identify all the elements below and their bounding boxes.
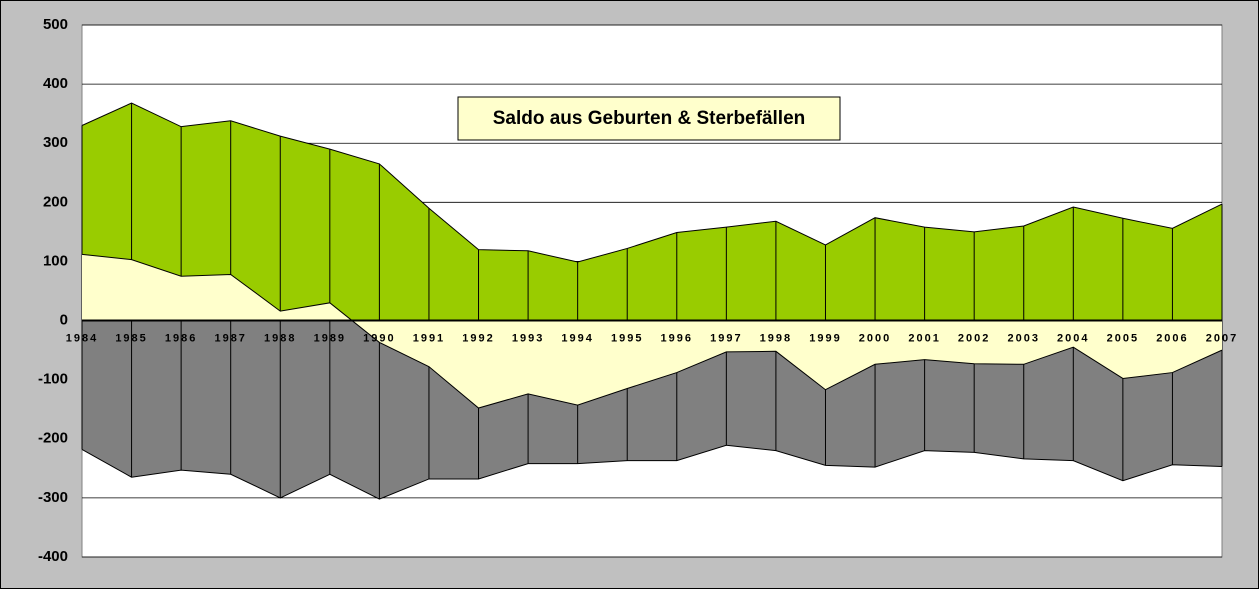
area-outline — [81, 444, 1223, 500]
x-tick-label: 1998 — [760, 332, 792, 344]
x-tick-label: 1993 — [512, 332, 544, 344]
x-tick-label: 2003 — [1007, 332, 1039, 344]
chart-title: Saldo aus Geburten & Sterbefällen — [493, 108, 806, 129]
x-tick-label: 1992 — [462, 332, 494, 344]
x-tick-label: 2004 — [1057, 332, 1089, 344]
y-tick-label: 300 — [43, 134, 68, 151]
x-tick-label: 1999 — [809, 332, 841, 344]
x-tick-label: 1997 — [710, 332, 742, 344]
x-tick-label: 2005 — [1107, 332, 1139, 344]
x-tick-label: 1989 — [314, 332, 346, 344]
x-tick-label: 2002 — [958, 332, 990, 344]
y-tick-label: 500 — [43, 16, 68, 33]
y-tick-label: -300 — [38, 489, 68, 506]
y-tick-label: 0 — [60, 312, 68, 329]
area — [82, 254, 1222, 409]
x-tick-label: 1994 — [561, 332, 593, 344]
x-tick-label: 1990 — [363, 332, 395, 344]
y-tick-label: -100 — [38, 371, 68, 388]
x-tick-label: 2001 — [908, 332, 940, 344]
title-box — [457, 96, 841, 141]
x-tick-label: 1986 — [165, 332, 197, 344]
x-tick-label: 1987 — [214, 332, 246, 344]
y-tick-label: 400 — [43, 75, 68, 92]
x-tick-label: 2007 — [1206, 332, 1238, 344]
x-tick-label: 1996 — [661, 332, 693, 344]
y-tick-label: -200 — [38, 430, 68, 447]
y-tick-label: 200 — [43, 193, 68, 210]
x-tick-label: 2006 — [1156, 332, 1188, 344]
x-tick-label: 2000 — [859, 332, 891, 344]
x-tick-label: 1988 — [264, 332, 296, 344]
area-outline — [81, 102, 1223, 263]
y-tick-label: -400 — [38, 548, 68, 565]
area — [82, 320, 1222, 500]
area — [82, 103, 1222, 321]
x-tick-label: 1991 — [413, 332, 445, 344]
x-tick-label: 1995 — [611, 332, 643, 344]
area-outline — [81, 253, 1223, 409]
x-tick-label: 1985 — [115, 332, 147, 344]
y-tick-label: 100 — [43, 252, 68, 269]
x-tick-label: 1984 — [66, 332, 98, 344]
